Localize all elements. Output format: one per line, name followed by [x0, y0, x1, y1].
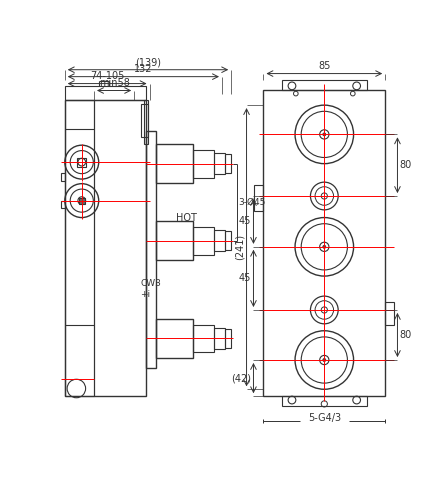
Text: 132: 132	[134, 65, 153, 75]
Bar	[193, 150, 214, 177]
Bar	[146, 131, 156, 368]
Bar	[144, 100, 148, 145]
Text: min58: min58	[99, 78, 129, 88]
Text: CW3: CW3	[140, 279, 161, 287]
Text: HOT: HOT	[176, 213, 197, 223]
Bar	[282, 80, 366, 90]
Bar	[225, 154, 231, 173]
Bar	[65, 100, 146, 396]
Bar	[263, 90, 385, 396]
Text: 45: 45	[239, 216, 251, 226]
Bar	[79, 198, 85, 204]
Text: 80: 80	[400, 160, 412, 170]
Text: 85: 85	[318, 61, 331, 71]
Circle shape	[323, 358, 326, 361]
Bar	[61, 201, 65, 208]
Text: (42): (42)	[231, 373, 251, 383]
Text: (139): (139)	[135, 57, 161, 68]
Bar	[65, 100, 94, 396]
Bar	[225, 231, 231, 250]
Bar	[156, 145, 193, 183]
Bar	[141, 104, 148, 137]
Text: +i: +i	[140, 290, 151, 299]
Text: 80: 80	[400, 330, 412, 340]
Bar	[214, 230, 225, 251]
Text: (241): (241)	[234, 234, 244, 260]
Bar	[65, 86, 146, 100]
Circle shape	[323, 133, 326, 136]
Bar	[254, 185, 263, 211]
Bar	[225, 329, 231, 348]
Bar	[193, 227, 214, 255]
Bar	[156, 221, 193, 260]
Bar	[61, 173, 65, 180]
Bar	[193, 325, 214, 352]
Bar	[282, 396, 366, 406]
Text: 45: 45	[239, 273, 251, 283]
Bar	[214, 153, 225, 174]
Text: 74-105: 74-105	[90, 71, 125, 81]
Text: 5-G4/3: 5-G4/3	[308, 413, 341, 423]
Bar	[77, 157, 86, 167]
Circle shape	[323, 245, 326, 248]
Bar	[214, 328, 225, 349]
Text: 3-Ø45: 3-Ø45	[238, 198, 266, 207]
Bar	[385, 302, 394, 326]
Bar	[156, 319, 193, 358]
